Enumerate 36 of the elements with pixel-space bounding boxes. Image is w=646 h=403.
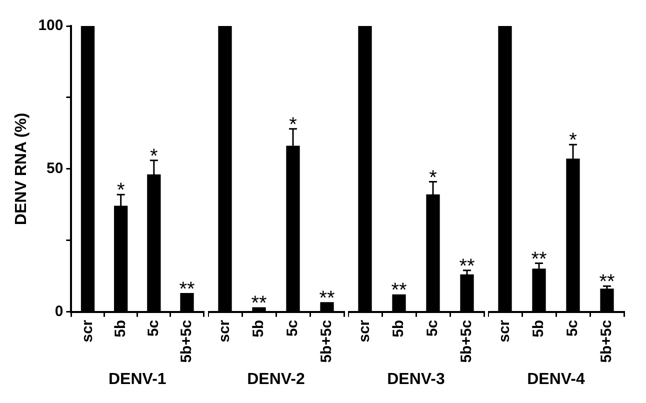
data-label: ** (531, 248, 547, 270)
x-tick-label: 5b+5c (178, 320, 196, 363)
data-label: ** (459, 255, 475, 278)
y-tick-label: 0 (54, 302, 64, 320)
x-tick-label: 5b+5c (598, 320, 616, 363)
x-tick-label: 5b (530, 320, 548, 338)
data-label: * (289, 114, 298, 136)
x-tick-label: 5b (390, 320, 408, 338)
x-tick-label: 5c (284, 320, 302, 337)
x-tick-label: 5b+5c (318, 320, 336, 363)
x-tick-label: 5b+5c (458, 320, 476, 363)
data-label: ** (251, 292, 267, 315)
x-tick-label: 5c (424, 320, 442, 337)
x-tick-label: scr (216, 320, 234, 342)
x-tick-label: 5b (112, 320, 129, 338)
x-tick-label: scr (356, 320, 374, 342)
data-label: * (569, 130, 578, 152)
data-label: ** (319, 287, 335, 310)
data-label: ** (599, 271, 615, 294)
data-label: * (429, 166, 438, 189)
data-label: ** (179, 278, 195, 300)
data-label: * (116, 180, 125, 202)
x-axis-title: DENV-3 (387, 370, 445, 388)
y-tick-label: 100 (38, 17, 64, 34)
x-tick-label: 5b (250, 320, 268, 338)
data-label: * (150, 145, 158, 168)
x-tick-label: scr (496, 320, 514, 342)
y-tick-label: 50 (46, 160, 64, 178)
x-tick-label: 5c (564, 320, 582, 337)
x-axis-title: DENV-1 (108, 370, 166, 388)
y-axis-title: DENV RNA (%) (13, 112, 30, 226)
x-axis-title: DENV-4 (527, 370, 585, 388)
data-label: ** (391, 280, 407, 302)
x-tick-label: 5c (145, 320, 162, 337)
x-tick-label: scr (78, 320, 96, 342)
x-axis-title: DENV-2 (247, 370, 305, 388)
